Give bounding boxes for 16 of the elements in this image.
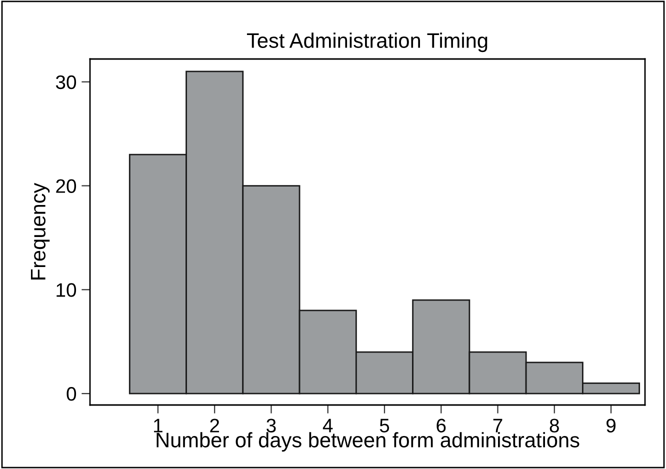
x-tick-label: 6 — [436, 418, 446, 432]
x-axis-title: Number of days between form administrations — [156, 432, 580, 452]
x-tick-label: 2 — [210, 418, 220, 432]
x-tick-label: 4 — [322, 418, 333, 432]
x-tick-label: 3 — [266, 418, 276, 432]
y-tick-label: 20 — [56, 179, 76, 193]
y-tick-label: 30 — [56, 75, 76, 90]
y-tick-label: 0 — [66, 387, 76, 401]
x-tick-label: 8 — [550, 418, 559, 432]
y-axis-title: Frequency — [30, 182, 50, 280]
x-tick-label: 9 — [606, 418, 616, 432]
chart-title: Test Administration Timing — [246, 32, 488, 52]
x-tick-label: 7 — [493, 418, 502, 432]
x-tick-label: 1 — [154, 418, 162, 432]
x-tick-label: 5 — [380, 418, 390, 432]
y-tick-label: 10 — [56, 283, 76, 297]
